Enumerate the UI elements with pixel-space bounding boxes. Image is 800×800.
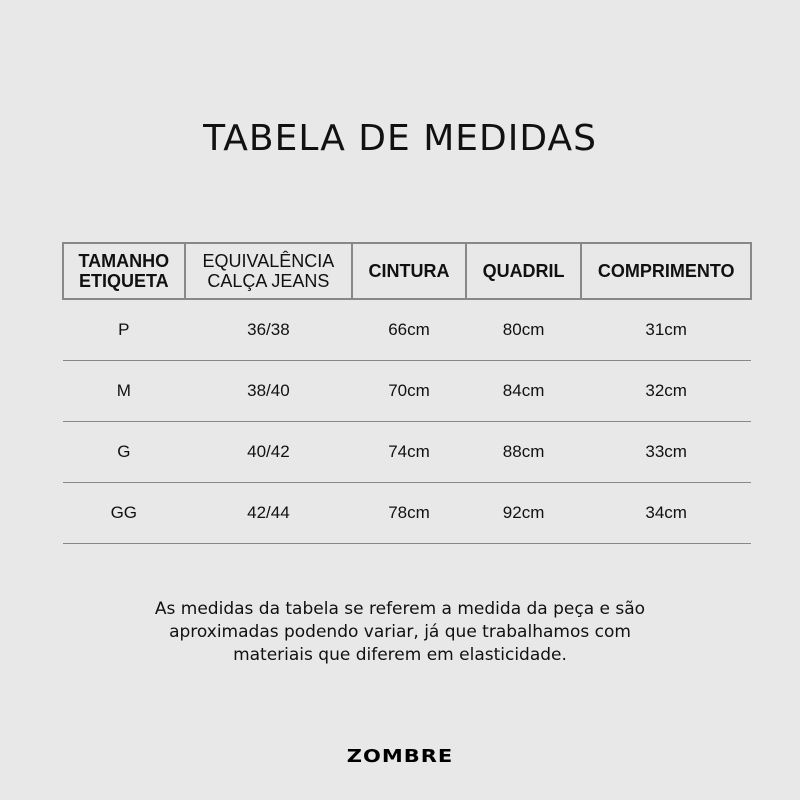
table-cell: 80cm [465, 299, 582, 361]
disclaimer-note: As medidas da tabela se referem a medida… [0, 598, 800, 667]
table-cell: G [63, 421, 185, 483]
table-cell: P [63, 299, 185, 361]
size-table: TAMANHO ETIQUETA EQUIVALÊNCIA CALÇA JEANS … [62, 242, 752, 544]
table-cell: 70cm [352, 360, 466, 422]
table-cell: 40/42 [184, 421, 353, 483]
header-line: CALÇA JEANS [207, 271, 330, 291]
table-row: M 38/40 70cm 84cm 32cm [63, 360, 751, 422]
note-line: As medidas da tabela se referem a medida… [154, 599, 646, 619]
table-cell: GG [63, 482, 185, 544]
table-cell: 36/38 [184, 299, 353, 361]
table-cell: 38/40 [184, 360, 353, 422]
header-cintura: CINTURA [351, 242, 467, 300]
table-cell: 34cm [581, 482, 751, 544]
header-line: TAMANHO [78, 251, 170, 271]
note-line: materiais que diferem em elasticidade. [233, 645, 567, 665]
brand-logo: ZOMBRE [346, 745, 454, 767]
table-cell: 78cm [352, 482, 466, 544]
table-cell: 42/44 [184, 482, 353, 544]
table-cell: 33cm [581, 421, 751, 483]
table-cell: 88cm [465, 421, 582, 483]
header-comprimento: COMPRIMENTO [580, 242, 752, 300]
table-cell: 31cm [581, 299, 751, 361]
table-header-row: TAMANHO ETIQUETA EQUIVALÊNCIA CALÇA JEANS … [62, 242, 752, 300]
table-row: P 36/38 66cm 80cm 31cm [63, 299, 751, 361]
header-line: EQUIVALÊNCIA [202, 251, 335, 271]
header-quadril: QUADRIL [464, 242, 583, 300]
header-tamanho: TAMANHO ETIQUETA [62, 242, 186, 300]
header-line: ETIQUETA [78, 271, 169, 291]
table-row: GG 42/44 78cm 92cm 34cm [63, 482, 751, 544]
header-equivalencia: EQUIVALÊNCIA CALÇA JEANS [183, 242, 354, 300]
page-title: TABELA DE MEDIDAS [203, 118, 597, 159]
table-cell: 66cm [352, 299, 466, 361]
table-cell: 92cm [465, 482, 582, 544]
table-cell: 32cm [581, 360, 751, 422]
note-line: aproximadas podendo variar, já que traba… [169, 622, 631, 642]
table-cell: M [63, 360, 185, 422]
table-cell: 74cm [352, 421, 466, 483]
table-row: G 40/42 74cm 88cm 33cm [63, 421, 751, 483]
table-cell: 84cm [465, 360, 582, 422]
